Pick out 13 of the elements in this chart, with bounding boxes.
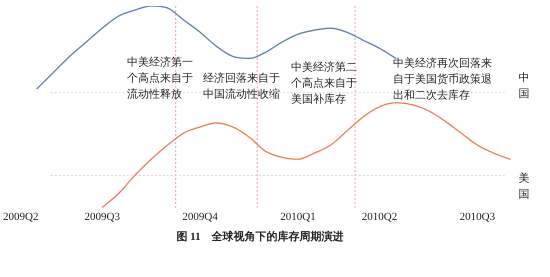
x-tick-label: 2010Q1 — [280, 211, 316, 224]
annotation: 中美经济第二个高点来自于美国补库存 — [291, 60, 357, 106]
annotation: 经济回落来自于中国流动性收缩 — [203, 71, 280, 100]
annotation: 中美经济再次回落来自于美国货币政策退出和二次去库存 — [393, 56, 492, 102]
series-label: 美国 — [518, 172, 530, 201]
text: 图 11 全球视角下的库存周期演进 — [176, 230, 344, 244]
text: 中国 — [518, 70, 530, 100]
x-tick-label: 2009Q2 — [2, 211, 38, 224]
x-tick-label: 2010Q3 — [460, 211, 496, 224]
annotation: 中美经济第一个高点来自于流动性释放 — [127, 55, 193, 100]
x-tick-label: 2009Q3 — [84, 211, 120, 224]
x-tick-label: 2009Q4 — [182, 211, 218, 224]
x-tick-label: 2010Q2 — [362, 211, 398, 224]
